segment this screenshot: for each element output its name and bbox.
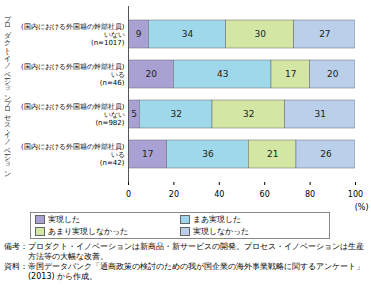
svg-text:30: 30 [254,29,266,39]
svg-text:20: 20 [327,69,339,79]
svg-text:20: 20 [145,69,157,79]
svg-text:60: 60 [260,190,270,199]
svg-text:(国内における外国籍の幹部社員)いる(n=46): (国内における外国籍の幹部社員)いる(n=46) [21,63,125,87]
html-text:実現しなかった: 実現しなかった [193,227,249,236]
svg-text:26: 26 [320,149,332,159]
svg-text:20: 20 [169,190,179,199]
svg-text:(国内における外国籍の幹部社員)いない(n=982): (国内における外国籍の幹部社員)いない(n=982) [21,103,125,127]
svg-text:100: 100 [348,190,363,199]
svg-text:21: 21 [267,149,278,159]
svg-text:36: 36 [202,149,214,159]
svg-text:プロダクト・イノベーション: プロダクト・イノベーション [3,10,11,101]
svg-text:(国内における外国籍の幹部社員)いる(n=42): (国内における外国籍の幹部社員)いる(n=42) [21,143,125,167]
html-text:備考：プロダクト・イノベーションは新商品・新サービスの開発。: 備考：プロダクト・イノベーションは新商品・新サービスの開発。プロセス・イノベーシ… [4,242,364,261]
svg-text:17: 17 [142,149,153,159]
svg-text:80: 80 [305,190,315,199]
svg-text:プロセス・イノベーション: プロセス・イノベーション [3,94,11,177]
html-text:まあ実現した: まあ実現した [193,215,241,224]
svg-text:(%): (%) [355,203,369,212]
svg-text:9: 9 [136,29,142,39]
svg-text:27: 27 [319,29,330,39]
svg-text:43: 43 [217,69,228,79]
html-text:資料：帝国データバンク「通商政策の検討のための我が国企業の海: 資料：帝国データバンク「通商政策の検討のための我が国企業の海外事業戦略に関するア… [4,262,364,281]
svg-text:32: 32 [243,109,254,119]
html-text:あまり実現しなかった: あまり実現しなかった [48,227,128,236]
svg-text:17: 17 [285,69,296,79]
svg-text:32: 32 [170,109,181,119]
svg-text:31: 31 [315,109,326,119]
svg-text:40: 40 [214,190,224,199]
svg-text:(国内における外国籍の幹部社員)いない(n=1017): (国内における外国籍の幹部社員)いない(n=1017) [21,23,125,47]
html-text:実現した: 実現した [48,215,80,224]
svg-text:0: 0 [126,190,131,199]
svg-text:5: 5 [131,109,137,119]
svg-text:34: 34 [182,29,194,39]
